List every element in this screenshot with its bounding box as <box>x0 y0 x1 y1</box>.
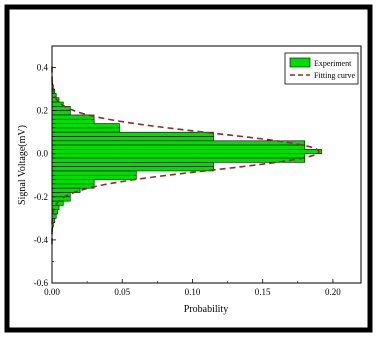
histogram-bar <box>51 127 120 133</box>
histogram-bar <box>51 153 306 159</box>
histogram-bar <box>51 131 214 137</box>
x-tick-label: 0.15 <box>255 287 271 297</box>
legend-swatch-experiment <box>289 57 311 68</box>
fitting-curve <box>51 64 320 245</box>
histogram-bar <box>51 136 214 142</box>
bars-layer <box>51 80 322 232</box>
outer-frame <box>4 4 373 333</box>
histogram-bar <box>51 144 306 150</box>
histogram-bar <box>51 157 306 163</box>
legend-label-fitting: Fitting curve <box>314 71 356 80</box>
histogram-bar <box>51 170 137 176</box>
y-tick-label: -0.6 <box>34 278 49 288</box>
histogram-bar <box>51 166 214 172</box>
x-tick-label: 0.20 <box>325 287 341 297</box>
histogram-bar <box>51 149 322 155</box>
legend: Experiment Fitting curve <box>284 52 359 85</box>
histogram-bar <box>51 110 71 116</box>
y-tick-label: -0.2 <box>34 192 48 202</box>
x-tick-label: 0.05 <box>114 287 130 297</box>
histogram-bar <box>51 118 95 124</box>
x-tick-label: 0.10 <box>185 287 201 297</box>
histogram-bar <box>51 205 60 211</box>
y-tick-label: 0.2 <box>37 106 48 116</box>
histogram-bar <box>51 183 95 189</box>
histogram-bar <box>51 179 95 185</box>
histogram-bar <box>51 114 95 120</box>
fit-layer <box>51 64 320 245</box>
x-tick-label: 0.00 <box>44 287 60 297</box>
histogram-bar <box>51 174 137 180</box>
histogram-bar <box>51 213 57 219</box>
legend-label-experiment: Experiment <box>314 59 352 68</box>
histogram-bar <box>51 162 214 167</box>
y-axis-label: Signal Voltage(mV) <box>17 125 28 205</box>
plot-area-border <box>51 45 362 284</box>
histogram-bar <box>51 196 71 202</box>
y-tick-label: 0.0 <box>37 149 49 159</box>
histogram-bar <box>51 123 120 129</box>
histogram-bar <box>51 106 71 111</box>
x-axis-label: Probability <box>184 304 228 315</box>
y-tick-label: 0.4 <box>37 63 49 73</box>
y-tick-label: -0.4 <box>34 235 49 245</box>
axes-layer: 0.00 0.05 0.10 0.15 0.20 -0.6 -0.4 -0.2 0.0 0.2 0.… <box>34 63 342 297</box>
histogram-bar <box>51 140 306 146</box>
